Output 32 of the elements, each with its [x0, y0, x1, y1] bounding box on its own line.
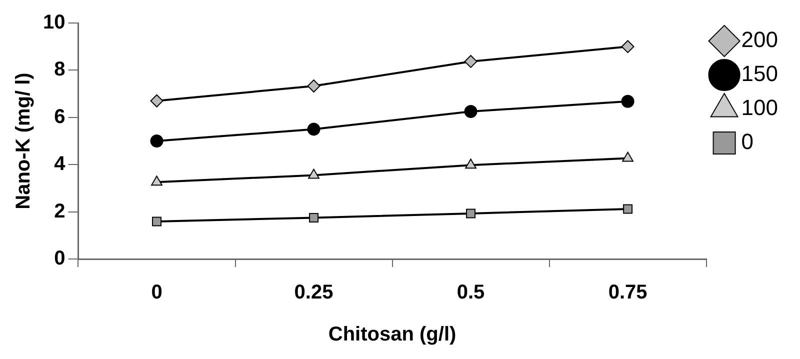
legend-label: 100 — [741, 95, 778, 120]
point — [622, 152, 634, 162]
y-tick-label: 2 — [54, 200, 66, 222]
x-tick-label: 0.5 — [456, 282, 485, 304]
point — [464, 54, 478, 68]
x-tick-label: 0 — [151, 282, 162, 304]
point — [309, 212, 319, 222]
x-tick-label: 0.25 — [294, 282, 334, 304]
point — [465, 158, 476, 169]
point — [307, 122, 320, 136]
point — [150, 94, 164, 108]
legend-label: 0 — [741, 129, 754, 154]
y-tick-label: 4 — [54, 153, 66, 176]
y-tick-label: 8 — [54, 58, 66, 81]
point — [152, 216, 162, 226]
y-tick-label: 0 — [54, 248, 66, 270]
point — [150, 134, 164, 148]
point — [307, 80, 320, 93]
x-tick-label: 0.75 — [608, 282, 648, 304]
legend-label: 150 — [741, 61, 778, 86]
point — [623, 204, 633, 214]
legend-label: 200 — [741, 27, 778, 52]
y-tick-label: 10 — [42, 12, 66, 34]
point — [151, 176, 162, 186]
point — [308, 168, 320, 179]
y-tick-label: 6 — [54, 106, 66, 128]
y-axis-title: Nano-K (mg/ l) — [12, 72, 35, 210]
point — [464, 105, 478, 118]
x-axis-title: Chitosan (g/l) — [328, 324, 456, 346]
point — [621, 94, 634, 108]
point — [621, 40, 634, 54]
point — [466, 208, 476, 218]
